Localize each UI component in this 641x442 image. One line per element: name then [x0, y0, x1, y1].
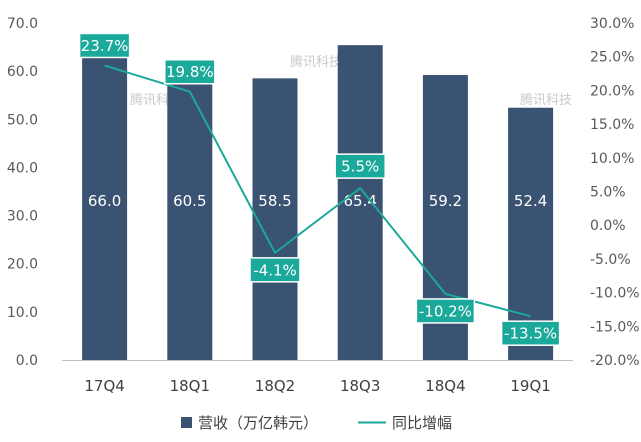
left-tick-label: 10.0: [7, 305, 38, 321]
right-tick-label: 0.0%: [590, 218, 626, 234]
right-tick-label: 30.0%: [590, 16, 634, 32]
left-axis: 0.0 10.0 20.0 30.0 40.0 50.0 60.0 70.0: [7, 16, 38, 369]
x-axis: 17Q4 18Q1 18Q2 18Q3 18Q4 19Q1: [84, 377, 550, 395]
left-tick-label: 0.0: [16, 353, 38, 369]
bar-value-label: 66.0: [88, 192, 121, 210]
bar: [337, 45, 383, 360]
left-tick-label: 20.0: [7, 257, 38, 273]
bar-value-label: 58.5: [258, 192, 291, 210]
x-tick-label: 18Q1: [170, 377, 210, 395]
legend: 营收（万亿韩元） 同比增幅: [181, 414, 452, 432]
bar: [508, 107, 554, 360]
x-tick-label: 18Q3: [340, 377, 380, 395]
growth-value-label: 23.7%: [81, 37, 129, 55]
right-tick-label: 15.0%: [590, 117, 634, 133]
x-tick-label: 17Q4: [84, 377, 124, 395]
bar-value-label: 52.4: [514, 192, 547, 210]
right-tick-label: 20.0%: [590, 83, 634, 99]
growth-value-label: 5.5%: [341, 158, 379, 176]
growth-value-label: -10.2%: [419, 302, 472, 320]
bar-series: [82, 42, 554, 360]
left-tick-label: 60.0: [7, 64, 38, 80]
line-series: [104, 64, 531, 318]
left-tick-label: 50.0: [7, 112, 38, 128]
right-tick-label: 10.0%: [590, 151, 634, 167]
bar-value-label: 65.4: [343, 192, 376, 210]
bar: [82, 42, 128, 360]
bar: [252, 78, 298, 360]
growth-value-label: -4.1%: [253, 261, 297, 279]
watermark-text: 腾讯科技: [520, 92, 572, 108]
left-tick-label: 30.0: [7, 209, 38, 225]
bar-data-labels: 66.0 60.5 58.5 65.4 59.2 52.4: [88, 192, 547, 210]
legend-label-bar: 营收（万亿韩元）: [198, 414, 318, 432]
left-tick-label: 40.0: [7, 160, 38, 176]
x-tick-label: 18Q2: [255, 377, 295, 395]
growth-value-label: 19.8%: [166, 63, 214, 81]
legend-label-line: 同比增幅: [392, 414, 452, 432]
line-data-labels: 23.7% 19.8% -4.1% 5.5% -10.2% -13.5%: [78, 32, 561, 346]
right-axis: -20.0% -15.0% -10.0% -5.0% 0.0% 5.0% 10.0% 15.0…: [590, 16, 640, 369]
bar-value-label: 59.2: [429, 192, 462, 210]
left-tick-label: 70.0: [7, 16, 38, 32]
growth-line: [104, 64, 531, 318]
growth-label-box: [78, 32, 131, 59]
right-tick-label: -10.0%: [590, 286, 640, 302]
right-tick-label: -5.0%: [590, 252, 631, 268]
growth-label-box: [164, 58, 216, 85]
watermark-text: 腾讯科技: [290, 54, 342, 70]
x-tick-label: 19Q1: [510, 377, 550, 395]
right-tick-label: 25.0%: [590, 50, 634, 66]
growth-value-label: -13.5%: [504, 325, 557, 343]
right-tick-label: -20.0%: [590, 353, 640, 369]
growth-label-box: [249, 257, 301, 283]
x-tick-label: 18Q4: [425, 377, 465, 395]
growth-label-box: [500, 320, 561, 346]
growth-label-box: [334, 153, 386, 179]
growth-label-box: [415, 298, 476, 324]
right-tick-label: 5.0%: [590, 185, 626, 201]
right-tick-label: -15.0%: [590, 319, 640, 335]
legend-swatch-bar: [181, 417, 192, 428]
bar-value-label: 60.5: [173, 192, 206, 210]
bar: [167, 68, 213, 360]
